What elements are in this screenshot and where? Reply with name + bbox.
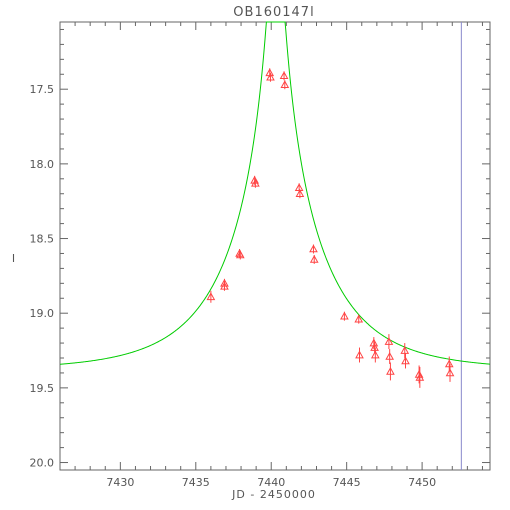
x-tick-label: 7445 xyxy=(333,476,361,489)
data-point xyxy=(445,368,455,377)
data-point xyxy=(400,346,410,354)
data-point xyxy=(251,178,260,187)
data-point xyxy=(250,175,259,184)
data-point xyxy=(235,250,245,259)
data-point xyxy=(401,356,410,365)
y-axis-label: I xyxy=(12,252,16,265)
data-point xyxy=(415,372,425,381)
data-point xyxy=(279,71,289,80)
data-point xyxy=(266,72,275,81)
y-tick-label: 18.0 xyxy=(30,158,55,171)
y-tick-label: 17.5 xyxy=(30,83,55,96)
data-point xyxy=(294,183,304,192)
y-tick-label: 19.0 xyxy=(30,307,55,320)
data-point xyxy=(309,244,318,253)
data-point xyxy=(309,254,319,263)
data-point xyxy=(444,359,454,368)
plot-frame xyxy=(59,21,491,471)
data-point xyxy=(370,350,380,359)
data-point xyxy=(206,292,216,301)
x-tick-label: 7430 xyxy=(106,476,134,489)
y-tick-label: 18.5 xyxy=(30,233,55,246)
x-axis-label: JD - 2450000 xyxy=(231,488,316,501)
data-point xyxy=(370,343,379,351)
data-point xyxy=(340,311,349,320)
data-point xyxy=(354,314,364,323)
plot-area: 7430 7435 7440 7445 7450 17.5 18.0 18.5 19.0 19.5… xyxy=(30,21,491,489)
model-curve xyxy=(59,21,491,365)
x-tick-label: 7440 xyxy=(257,476,285,489)
x-tick-label: 7450 xyxy=(408,476,436,489)
chart-title: OB160147l xyxy=(233,5,314,20)
x-tick-label: 7435 xyxy=(182,476,210,489)
data-point xyxy=(385,351,395,360)
data-point xyxy=(220,281,229,290)
data-point xyxy=(355,350,364,359)
data-point xyxy=(384,337,394,345)
y-tick-label: 20.0 xyxy=(30,457,55,470)
data-point xyxy=(280,80,290,89)
data-point xyxy=(295,189,305,198)
data-point xyxy=(414,369,424,378)
y-tick-label: 19.5 xyxy=(30,382,55,395)
data-point xyxy=(386,366,395,375)
